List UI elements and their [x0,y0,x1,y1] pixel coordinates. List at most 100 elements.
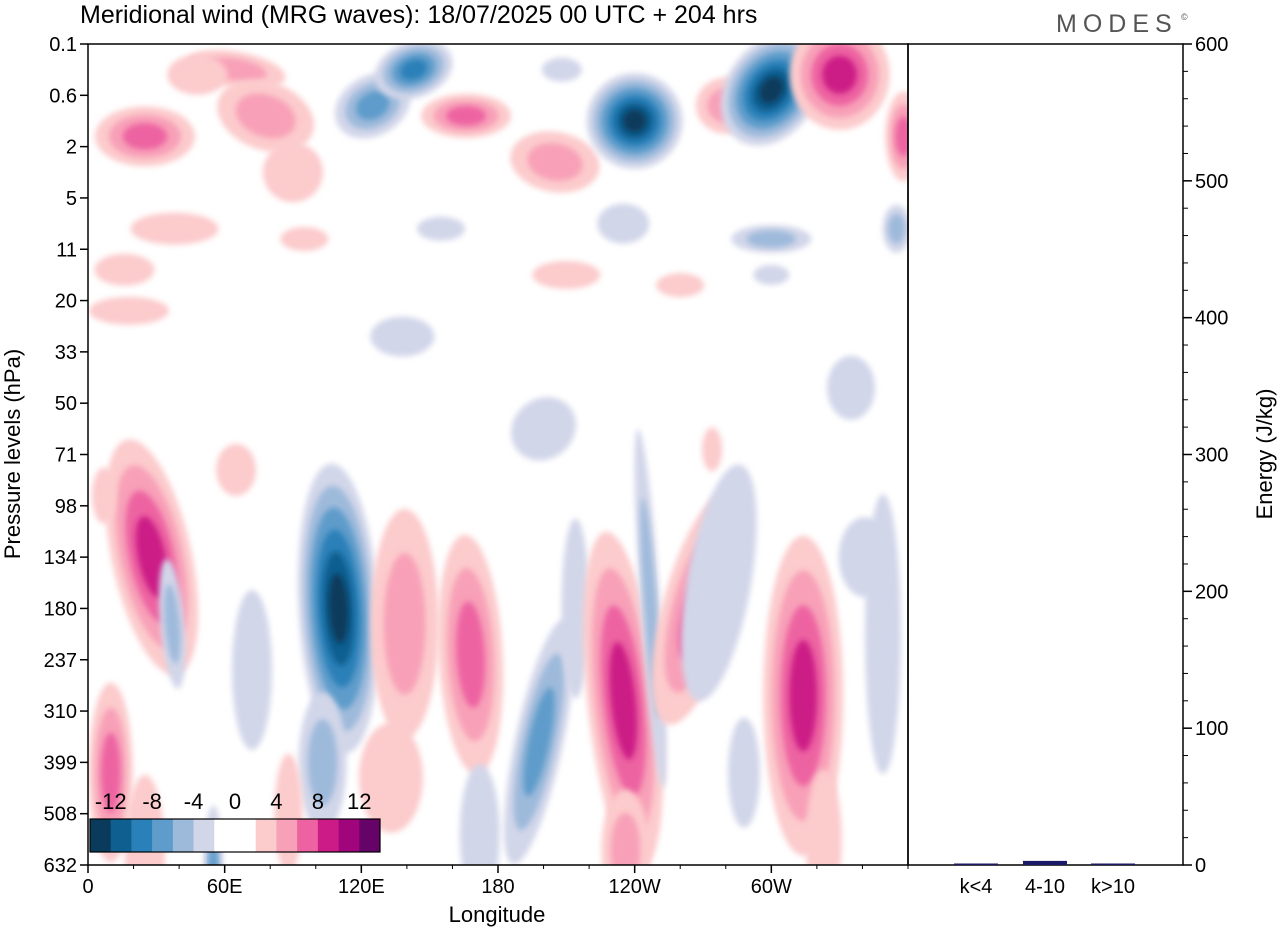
y-tick-label: 399 [44,752,77,774]
wind-contour [456,601,486,708]
wind-contour [130,212,219,245]
wind-contour [746,230,796,248]
colorbar-swatch [276,819,298,852]
y-tick-label: 134 [44,547,77,569]
wind-contour [263,142,323,203]
colorbar-frame [89,818,381,853]
wind-contour [822,55,858,94]
energy-tick-label: 200 [1195,581,1228,603]
colorbar-swatch [235,819,257,852]
wind-contour [370,316,435,357]
wind-contour [400,59,428,80]
wind-contour [459,764,500,865]
wind-contour [417,216,466,241]
wind-contour [328,573,349,644]
chart-title: Meridional wind (MRG waves): 18/07/2025 … [80,1,757,29]
brand-logo: MODES [1056,10,1178,38]
wind-contour [609,642,638,760]
wind-contour [532,260,601,289]
wind-contour [383,553,426,695]
energy-category-label: k>10 [1091,876,1135,898]
wind-contour [541,57,582,82]
wind-contour [838,517,891,598]
wind-contour [94,253,155,286]
wind-contour [623,109,647,133]
wind-contour [759,76,784,104]
y-tick-label: 71 [55,445,77,467]
wind-contour [523,687,555,797]
x-tick-label: 60W [751,876,792,898]
x-tick-label: 180 [481,876,514,898]
wind-contour [610,812,641,865]
wind-contour [91,467,116,524]
colorbar-label: 0 [229,789,241,814]
wind-contour [232,590,272,751]
y-tick-label: 33 [55,342,77,364]
brand-mark: © [1181,12,1188,22]
wind-contour [122,123,168,150]
wind-contour [307,719,338,806]
colorbar-swatch [317,819,339,852]
x-tick-label: 0 [82,876,93,898]
wind-contour [728,717,760,828]
colorbar-swatch [297,819,319,852]
y-tick-label: 20 [55,291,77,313]
wind-contour [100,732,121,813]
wind-contour [597,203,650,244]
colorbar-label: 4 [270,789,282,814]
energy-category-label: k<4 [960,876,993,898]
y-tick-label: 508 [44,804,77,826]
wind-contour [753,264,790,285]
colorbar-swatch [172,819,194,852]
wind-contour [827,355,876,420]
colorbar-label: 8 [312,789,324,814]
wind-contour [561,518,590,699]
colorbar-swatch [90,819,112,852]
energy-tick-label: 500 [1195,171,1228,193]
colorbar: -12 -8 -4 0 4 8 12 [89,789,381,853]
y-tick-label: 0.6 [49,85,77,107]
y-axis: 0.1 0.6 2 5 11 20 33 50 71 98 134 180 237 310 399 508 63… [44,34,88,877]
colorbar-swatch [214,819,236,852]
x-tick-label: 120E [338,876,385,898]
colorbar-swatch [338,819,360,852]
energy-bar-chart: 0 100 200 300 400 500 600 k<4 4-10 k>10 [954,34,1228,898]
colorbar-label: 12 [347,789,371,814]
wind-contours [88,44,908,865]
wind-contour [702,427,723,472]
wind-contour [164,583,181,664]
colorbar-swatch [110,819,132,852]
x-tick-label: 120W [609,876,661,898]
energy-panel-frame [907,43,1184,866]
energy-tick-label: 100 [1195,718,1228,740]
energy-tick-label: 300 [1195,445,1228,467]
energy-tick-label: 0 [1195,855,1206,877]
wind-contour [656,273,705,298]
x-axis-label: Longitude [449,902,546,927]
colorbar-swatch [131,819,153,852]
wind-contour [235,93,296,139]
y-tick-label: 5 [66,188,77,210]
y-tick-label: 2 [66,137,77,159]
wind-contour [895,116,908,157]
energy-bar [1023,860,1067,865]
wind-contour [135,516,168,599]
wind-contour [789,639,818,752]
y-tick-label: 310 [44,701,77,723]
wind-contour [888,213,906,244]
y-axis-label: Pressure levels (hPa) [0,349,25,559]
colorbar-swatch [152,819,174,852]
y-tick-label: 237 [44,650,77,672]
x-axis: 0 60E 120E 180 120W 60W [82,865,909,898]
wind-contour [446,106,487,126]
wind-contour [358,722,423,833]
energy-axis-label: Energy (J/kg) [1252,389,1277,520]
energy-bar [1091,863,1135,865]
wind-contour [89,296,169,325]
wind-contour [805,769,842,865]
wind-contour [216,443,257,496]
colorbar-label: -8 [142,789,162,814]
wind-contour [681,464,757,702]
wind-contour [280,226,329,251]
